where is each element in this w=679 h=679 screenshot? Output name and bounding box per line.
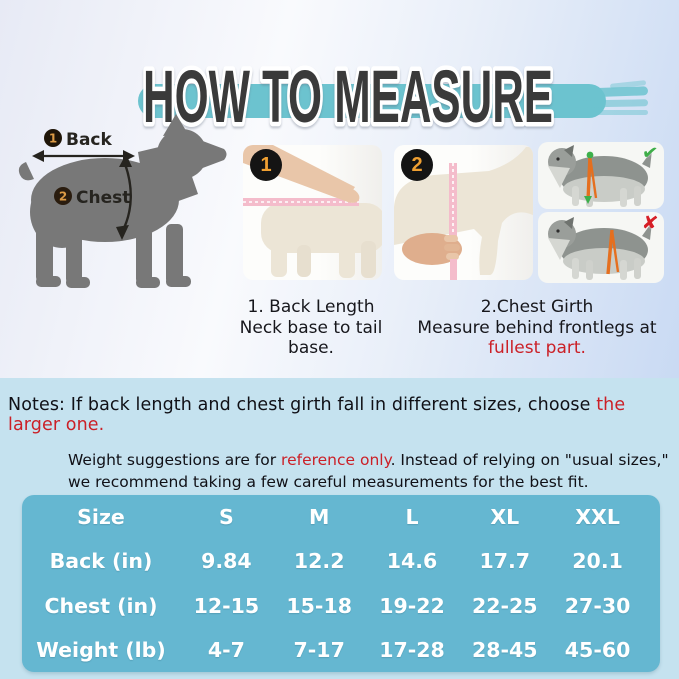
chest-arrow-top-head (119, 154, 132, 167)
table-cell: 17.7 (479, 549, 531, 574)
dog-silhouette (18, 114, 227, 288)
how-to-measure-section: HOW TO MEASURE (0, 0, 679, 378)
table-cell: 12-15 (193, 593, 260, 618)
weight-disclaimer: Weight suggestions are for reference onl… (68, 450, 679, 493)
notes-and-size-chart-section: Notes: If back length and chest girth fa… (0, 378, 679, 679)
back-length-caption-detail: Neck base to tail base. (239, 317, 383, 359)
notes-line: Notes: If back length and chest girth fa… (0, 378, 679, 435)
notes-highlight: the larger one. (8, 395, 626, 435)
title-banner: HOW TO MEASURE (138, 51, 649, 142)
chest-caption-text: Measure behind frontlegs at (417, 317, 657, 338)
step2-illustration (394, 147, 533, 280)
table-cell: 22-25 (472, 593, 538, 618)
correct-dog-illustration (548, 145, 652, 207)
table-cell: 27-30 (564, 593, 631, 618)
back-label: 1 Back (44, 129, 113, 150)
table-cell: 17-28 (379, 637, 445, 662)
chest-label: 2 Chest (54, 187, 130, 208)
chest-girth-caption: 2.Chest Girth Measure behind frontlegs a… (396, 297, 678, 359)
table-cell: 19-22 (379, 593, 445, 618)
step-captions: 1. Back Length Neck base to tail base. 2… (226, 297, 678, 359)
row-label-chest: Chest (in) (44, 593, 158, 618)
row-label-weight: Weight (lb) (36, 637, 166, 662)
table-cell: 4-7 (207, 637, 245, 662)
row-label-back: Back (in) (49, 549, 153, 574)
chest-arrow (121, 163, 132, 231)
correct-example-photo: ✔ (538, 142, 664, 209)
table-cell: 9.84 (201, 549, 252, 574)
step2-chest-girth-photo: 2 (394, 145, 533, 280)
svg-text:Back: Back (66, 130, 113, 150)
weight-disclaimer-highlight: reference only (281, 451, 391, 469)
table-cell: 14.6 (386, 549, 438, 574)
size-chart-table: Size S M L XL XXL Back (in) 9.84 12.2 14… (22, 495, 660, 672)
table-cell: 7-17 (293, 637, 345, 662)
chest-girth-caption-title: 2.Chest Girth (480, 297, 594, 317)
back-length-caption-title: 1. Back Length (247, 297, 375, 317)
svg-text:2: 2 (59, 190, 67, 204)
wrong-example-photo: ✘ (538, 212, 664, 283)
brush-stroke-graphic (138, 80, 649, 118)
chest-girth-caption-detail: Measure behind frontlegs at fullest part… (396, 318, 678, 359)
dog-measurement-diagram: 1 Back 2 Chest (18, 114, 227, 288)
chest-arrow-bottom-head (116, 225, 129, 240)
table-cell: 45-60 (564, 637, 631, 662)
notes-label: Notes: (8, 395, 66, 415)
back-arrow-left-head (32, 150, 44, 162)
weight-disclaimer-suffix: . Instead of relying on "usual sizes," (390, 451, 669, 469)
cross-icon: ✘ (640, 212, 660, 236)
check-icon: ✔ (640, 142, 660, 166)
step2-number-badge: 2 (401, 149, 433, 181)
svg-text:Chest: Chest (76, 188, 130, 208)
wrong-dog-illustration (548, 217, 652, 280)
table-header-s: S (219, 505, 234, 530)
page-title: HOW TO MEASURE (143, 55, 553, 138)
table-header-l: L (405, 505, 419, 530)
step1-back-length-photo: 1 (243, 145, 382, 280)
table-header-xxl: XXL (575, 505, 620, 530)
table-cell: 15-18 (286, 593, 352, 618)
weight-disclaimer-line2: we recommend taking a few careful measur… (68, 472, 589, 491)
table-header-xl: XL (490, 505, 520, 530)
chest-caption-highlight: fullest part. (488, 338, 586, 359)
step1-number-badge: 1 (250, 149, 282, 181)
table-cell: 28-45 (472, 637, 538, 662)
weight-disclaimer-text: Weight suggestions are for (68, 451, 282, 469)
table-cell: 12.2 (293, 549, 345, 574)
table-cell: 20.1 (572, 549, 623, 574)
back-length-caption: 1. Back Length Neck base to tail base. (226, 297, 396, 359)
notes-text: If back length and chest girth fall in d… (70, 395, 597, 415)
table-header-m: M (308, 505, 330, 530)
svg-text:1: 1 (49, 132, 57, 146)
table-header-size: Size (77, 505, 125, 530)
